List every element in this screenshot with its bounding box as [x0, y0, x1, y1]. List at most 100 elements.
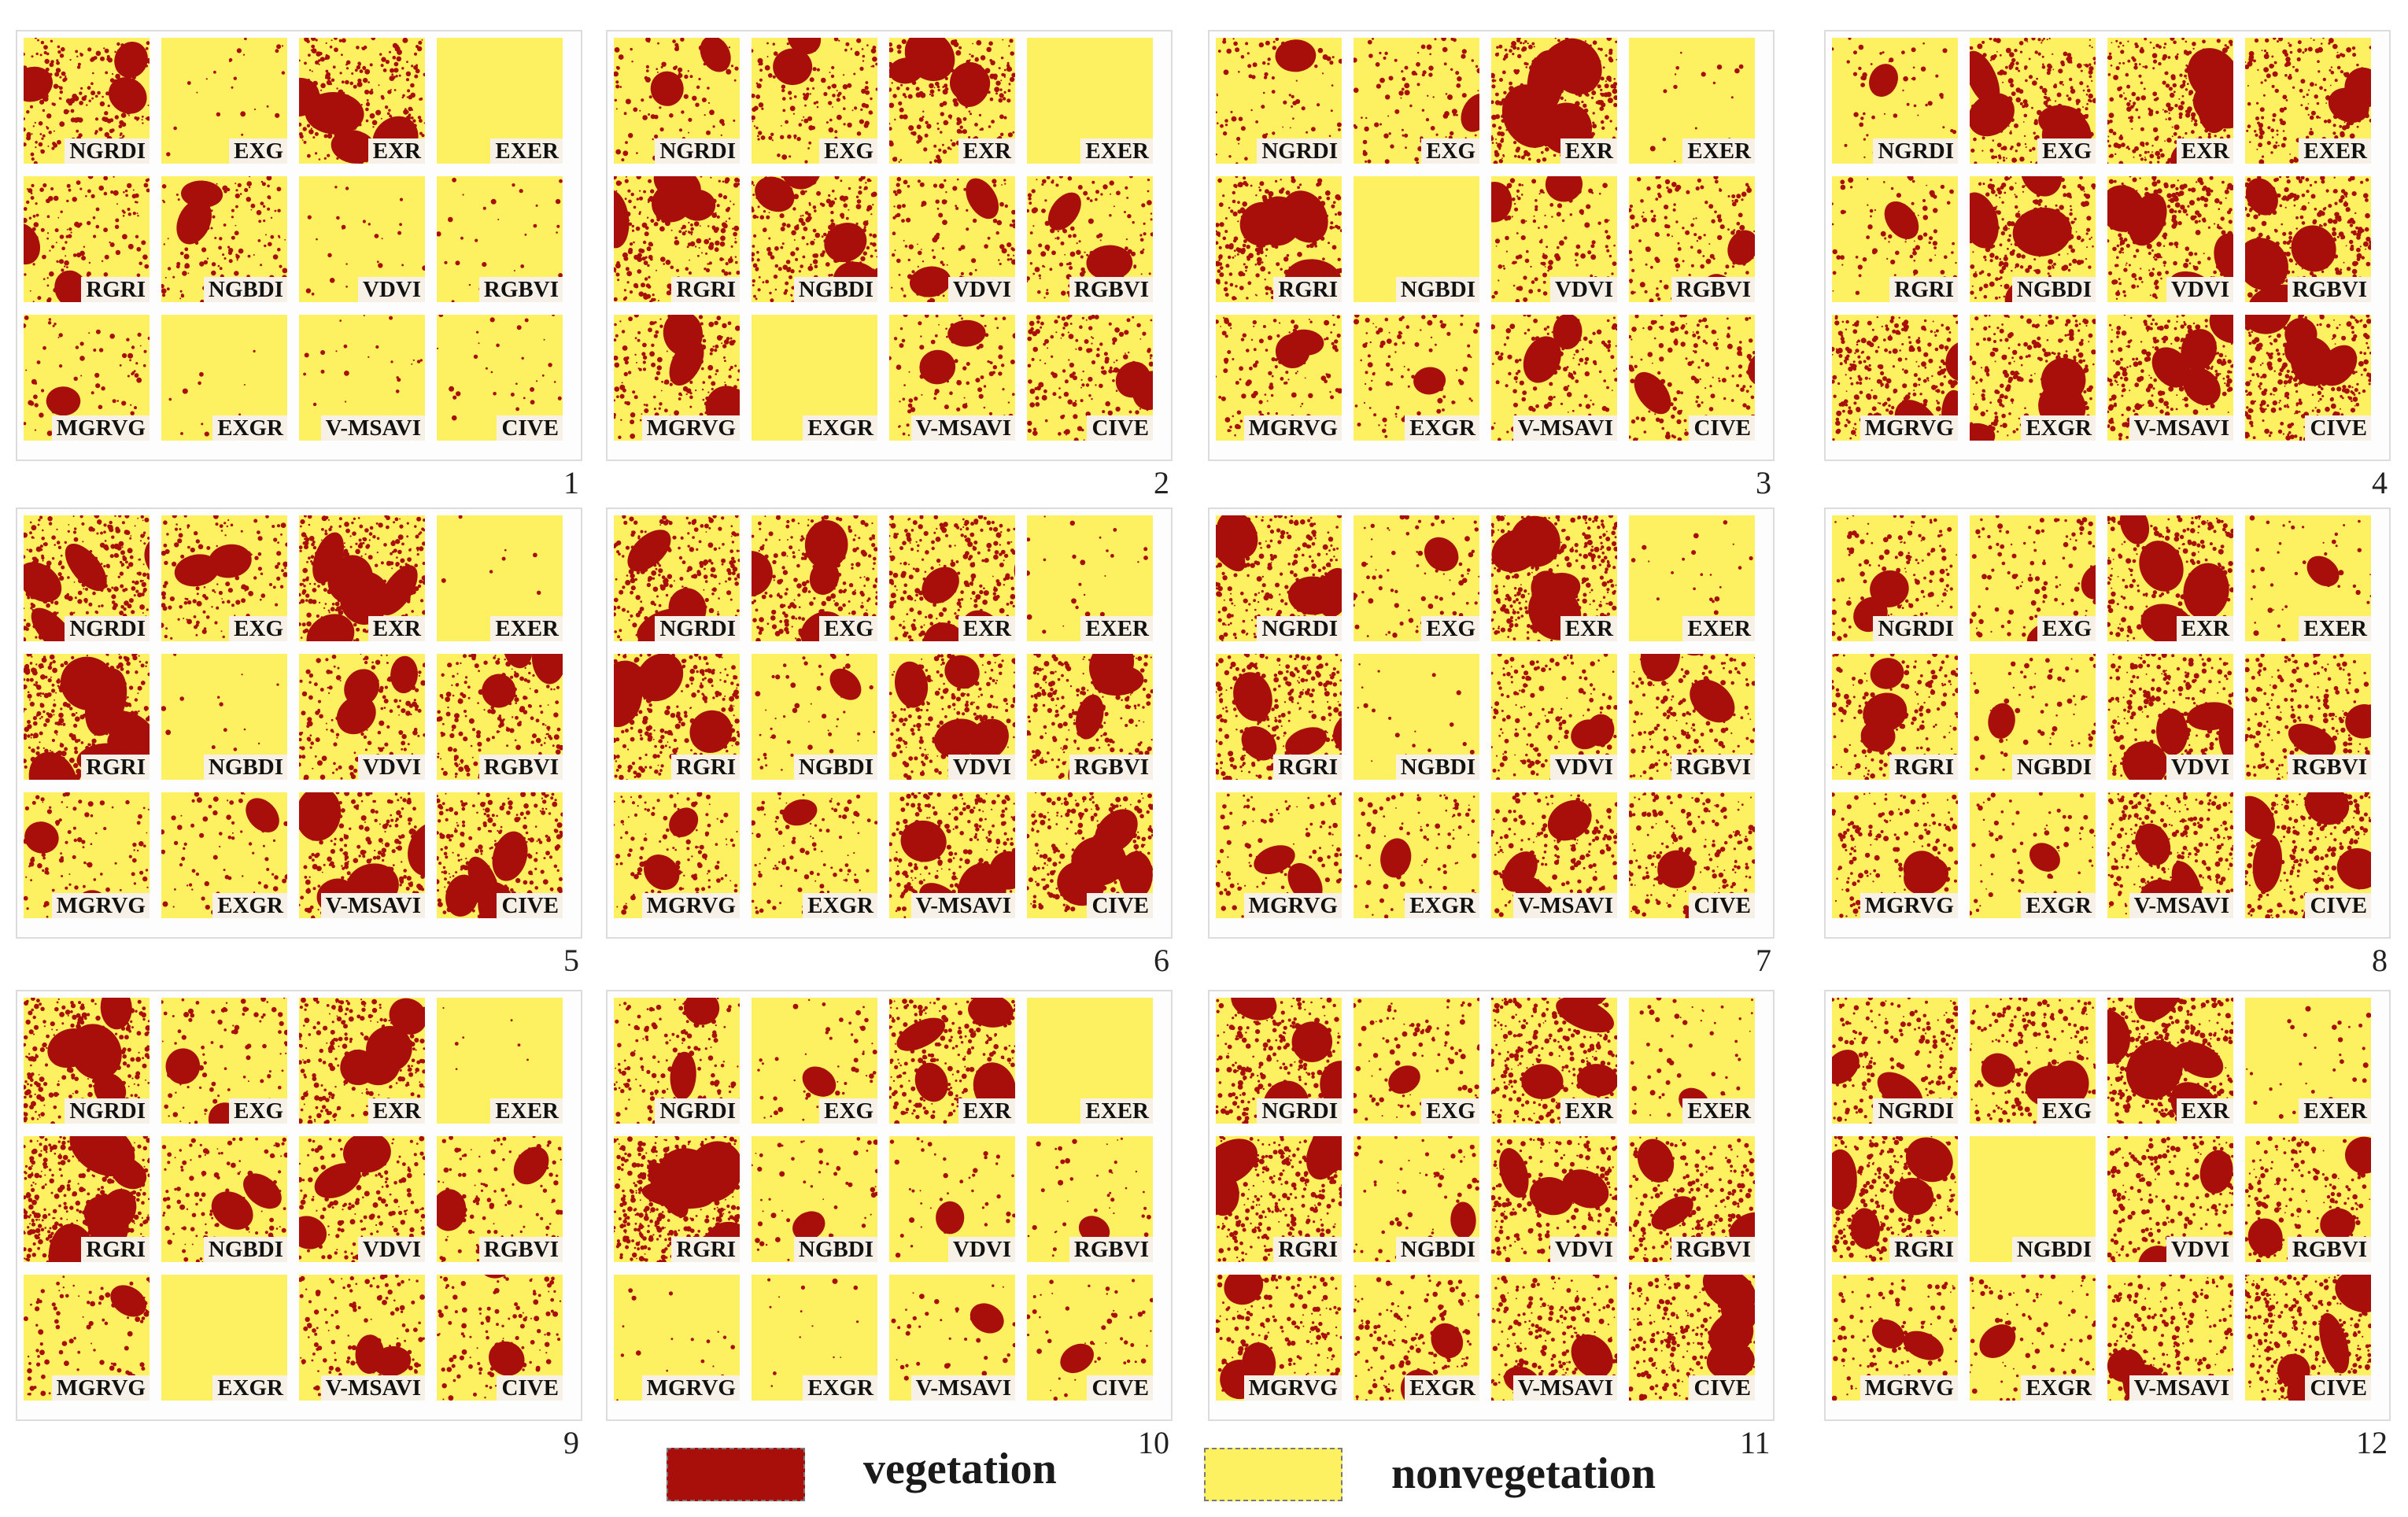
index-label: CIVE [1087, 1375, 1153, 1401]
index-label: RGBVI [2287, 1237, 2371, 1262]
index-label: RGRI [1889, 1237, 1958, 1262]
panel-number: 2 [1154, 467, 1169, 499]
index-map-vdvi: VDVI [1491, 176, 1617, 302]
index-label: EXR [1560, 616, 1617, 641]
panel-6: NGRDI EXG EXR EXER RGRI NGBDI VDVI RGBVI MGRVG EX… [606, 508, 1173, 939]
index-label: EXER [1080, 616, 1153, 641]
index-label: EXR [958, 138, 1015, 164]
index-map-vdvi: VDVI [889, 176, 1015, 302]
index-map-exr: EXR [2107, 515, 2233, 641]
index-map-rgri: RGRI [24, 654, 150, 780]
index-map-exg: EXG [161, 38, 287, 164]
classification-map [299, 515, 425, 641]
index-map-cive: CIVE [1027, 1275, 1153, 1401]
index-map-exr: EXR [1491, 998, 1617, 1124]
index-map-rgri: RGRI [1832, 1136, 1958, 1262]
index-map-ngbdi: NGBDI [1354, 654, 1479, 780]
index-map-v-msavi: V-MSAVI [2107, 315, 2233, 441]
index-map-rgri: RGRI [614, 654, 740, 780]
index-map-rgbvi: RGBVI [1027, 1136, 1153, 1262]
index-map-vdvi: VDVI [889, 654, 1015, 780]
panel-number: 5 [563, 945, 579, 976]
panel-number: 3 [1756, 467, 1771, 499]
index-map-vdvi: VDVI [299, 176, 425, 302]
panel-number: 4 [2372, 467, 2388, 499]
classification-map [1491, 515, 1617, 641]
index-map-exer: EXER [2245, 515, 2371, 641]
index-label: MGRVG [641, 1375, 740, 1401]
index-map-ngbdi: NGBDI [1354, 176, 1479, 302]
index-label: NGRDI [655, 616, 740, 641]
index-map-exr: EXR [299, 515, 425, 641]
index-label: EXGR [803, 893, 877, 918]
classification-map [1354, 998, 1479, 1124]
index-map-mgrvg: MGRVG [1832, 315, 1958, 441]
index-label: EXGR [2021, 893, 2096, 918]
index-label: VDVI [1549, 277, 1617, 302]
index-map-exg: EXG [1354, 515, 1479, 641]
index-map-cive: CIVE [1027, 792, 1153, 918]
index-label: RGRI [81, 1237, 150, 1262]
index-label: EXGR [212, 1375, 287, 1401]
index-map-v-msavi: V-MSAVI [1491, 1275, 1617, 1401]
index-map-rgbvi: RGBVI [1629, 176, 1755, 302]
index-label: MGRVG [51, 415, 150, 441]
index-label: EXGR [803, 415, 877, 441]
index-map-rgri: RGRI [1216, 1136, 1342, 1262]
index-map-ngrdi: NGRDI [24, 515, 150, 641]
index-map-cive: CIVE [1027, 315, 1153, 441]
index-map-exer: EXER [437, 38, 563, 164]
index-map-ngrdi: NGRDI [614, 998, 740, 1124]
index-label: EXR [2176, 616, 2233, 641]
panel-11: NGRDI EXG EXR EXER RGRI NGBDI VDVI RGBVI MGRVG EX… [1208, 990, 1775, 1421]
index-map-cive: CIVE [2245, 792, 2371, 918]
index-label: VDVI [2166, 277, 2233, 302]
index-label: EXER [1080, 138, 1153, 164]
index-map-exgr: EXGR [1970, 792, 2096, 918]
index-label: EXG [2037, 616, 2096, 641]
index-label: MGRVG [1243, 1375, 1342, 1401]
index-label: EXGR [2021, 1375, 2096, 1401]
index-map-ngrdi: NGRDI [24, 998, 150, 1124]
index-label: MGRVG [1860, 893, 1958, 918]
panel-2: NGRDI EXG EXR EXER RGRI NGBDI VDVI RGBVI MGRVG EX… [606, 30, 1173, 461]
index-map-rgbvi: RGBVI [1027, 176, 1153, 302]
index-label: RGBVI [1069, 755, 1153, 780]
classification-map [1629, 176, 1755, 302]
index-label: EXG [1421, 1098, 1479, 1124]
index-map-cive: CIVE [2245, 315, 2371, 441]
index-label: V-MSAVI [910, 415, 1015, 441]
index-label: V-MSAVI [910, 893, 1015, 918]
index-label: NGBDI [203, 755, 287, 780]
index-map-cive: CIVE [1629, 315, 1755, 441]
panel-10: NGRDI EXG EXR EXER RGRI NGBDI VDVI RGBVI MGRVG EX… [606, 990, 1173, 1421]
index-map-cive: CIVE [1629, 792, 1755, 918]
index-map-mgrvg: MGRVG [1216, 315, 1342, 441]
index-label: V-MSAVI [320, 1375, 425, 1401]
index-map-exr: EXR [1491, 38, 1617, 164]
index-label: NGBDI [203, 277, 287, 302]
index-map-exg: EXG [161, 998, 287, 1124]
index-label: CIVE [2305, 893, 2371, 918]
classification-map [1629, 315, 1755, 441]
index-label: MGRVG [1860, 415, 1958, 441]
index-map-exr: EXR [2107, 38, 2233, 164]
index-label: RGBVI [1069, 277, 1153, 302]
index-label: MGRVG [1860, 1375, 1958, 1401]
index-label: V-MSAVI [2129, 415, 2233, 441]
index-label: NGBDI [2011, 1237, 2096, 1262]
index-map-v-msavi: V-MSAVI [2107, 1275, 2233, 1401]
panel-9: NGRDI EXG EXR EXER RGRI NGBDI VDVI RGBVI MGRVG EX… [16, 990, 582, 1421]
legend-vegetation-label: vegetation [863, 1445, 1057, 1493]
index-map-exgr: EXGR [161, 1275, 287, 1401]
index-map-vdvi: VDVI [2107, 654, 2233, 780]
classification-map [1970, 998, 2096, 1124]
index-label: RGBVI [478, 755, 563, 780]
classification-map [614, 1136, 740, 1262]
index-label: EXER [1682, 616, 1755, 641]
index-label: EXER [2299, 616, 2371, 641]
index-label: EXGR [212, 893, 287, 918]
index-label: EXG [2037, 138, 2096, 164]
index-label: NGRDI [65, 1098, 150, 1124]
